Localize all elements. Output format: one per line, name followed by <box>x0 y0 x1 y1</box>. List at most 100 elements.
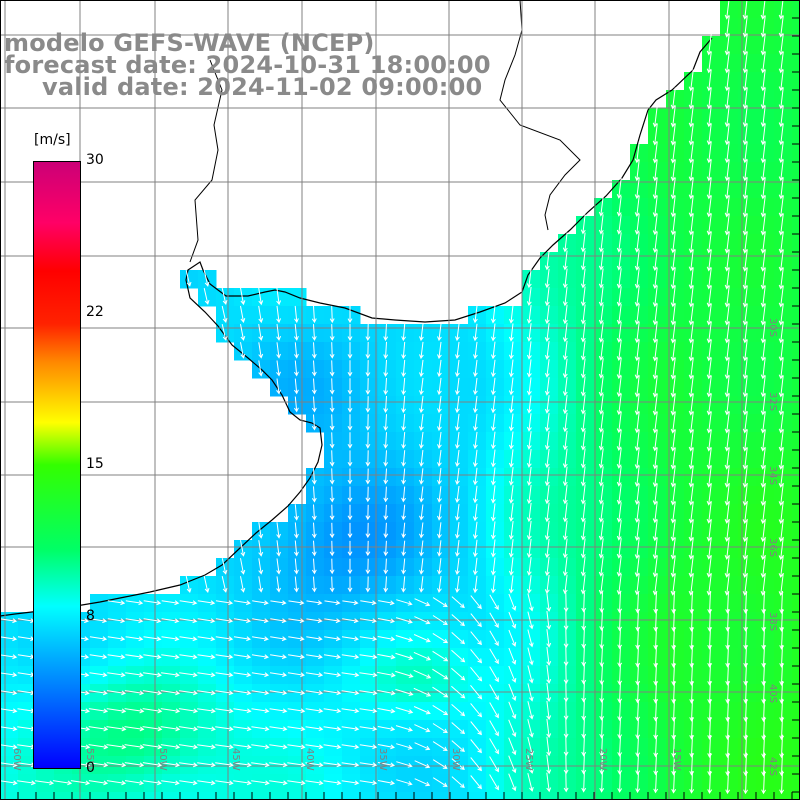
wind-arrow <box>724 465 730 488</box>
wind-arrow <box>455 467 460 486</box>
wind-arrow <box>106 690 126 696</box>
wind-arrow <box>616 429 622 451</box>
wind-arrow <box>580 412 586 433</box>
wind-arrow <box>688 375 694 398</box>
wind-arrow <box>437 540 442 557</box>
wind-speed-cell <box>558 432 577 451</box>
wind-arrow <box>125 618 144 624</box>
wind-speed-cell <box>702 36 721 55</box>
wind-arrow <box>581 772 587 793</box>
wind-speed-cell <box>342 738 361 757</box>
wind-speed-cell <box>396 648 415 667</box>
wind-speed-cell <box>774 396 793 415</box>
wind-speed-cell <box>18 666 37 685</box>
wind-arrow <box>652 375 658 398</box>
wind-speed-cell <box>666 342 685 361</box>
wind-arrow <box>293 324 299 341</box>
wind-arrow <box>251 690 270 696</box>
wind-speed-cell <box>612 504 631 523</box>
wind-speed-cell <box>630 774 649 793</box>
wind-arrow <box>635 753 641 776</box>
wind-speed-cell <box>414 396 433 415</box>
wind-arrow <box>778 123 784 146</box>
wind-speed-cell <box>378 468 397 487</box>
wind-arrow <box>544 413 550 432</box>
wind-speed-cell <box>792 108 800 127</box>
wind-arrow <box>778 411 784 434</box>
wind-speed-cell <box>594 306 613 325</box>
wind-arrow <box>276 540 281 557</box>
wind-speed-cell <box>612 414 631 433</box>
wind-arrow <box>778 231 784 254</box>
wind-speed-cell <box>522 288 541 307</box>
wind-arrow <box>598 268 604 289</box>
wind-speed-cell <box>774 306 793 325</box>
wind-speed-cell <box>612 576 631 595</box>
wind-speed-cell <box>198 612 217 631</box>
wind-speed-cell <box>342 360 361 379</box>
wind-speed-cell <box>630 720 649 739</box>
wind-speed-cell <box>270 648 289 667</box>
wind-arrow <box>276 342 281 359</box>
wind-arrow <box>70 780 91 786</box>
wind-speed-cell <box>756 288 775 307</box>
wind-speed-cell <box>540 594 559 613</box>
wind-speed-cell <box>360 450 379 469</box>
wind-arrow <box>670 339 676 362</box>
wind-arrow <box>688 285 694 308</box>
wind-arrow <box>269 726 288 732</box>
wind-arrow <box>760 285 766 308</box>
wind-speed-cell <box>684 90 703 109</box>
wind-arrow <box>360 618 377 624</box>
wind-speed-cell <box>792 252 800 271</box>
wind-arrow <box>671 644 677 669</box>
wind-speed-cell <box>216 306 235 325</box>
wind-speed-cell <box>216 684 235 703</box>
wind-arrow <box>689 753 695 776</box>
wind-speed-cell <box>792 738 800 757</box>
wind-speed-cell <box>396 576 415 595</box>
wind-speed-cell <box>594 576 613 595</box>
wind-speed-cell <box>792 18 800 37</box>
wind-arrow <box>544 359 550 378</box>
wind-arrow <box>760 357 766 380</box>
wind-speed-cell <box>450 414 469 433</box>
wind-speed-cell <box>468 360 487 379</box>
wind-arrow <box>508 305 514 324</box>
wind-speed-cell <box>486 396 505 415</box>
wind-arrow <box>652 519 658 542</box>
wind-arrow <box>311 540 317 557</box>
wind-arrow <box>323 672 342 678</box>
wind-arrow <box>634 555 640 578</box>
wind-arrow <box>562 466 568 487</box>
wind-speed-cell <box>378 774 397 793</box>
wind-speed-cell <box>666 378 685 397</box>
wind-speed-cell <box>504 792 523 800</box>
latitude-label: 42S <box>767 757 778 776</box>
wind-arrow <box>489 612 499 629</box>
wind-speed-cell <box>378 666 397 685</box>
wind-speed-cell <box>396 396 415 415</box>
wind-speed-cell <box>630 216 649 235</box>
wind-speed-cell <box>576 360 595 379</box>
wind-speed-cell <box>540 324 559 343</box>
wind-arrow <box>470 649 483 664</box>
wind-arrow <box>688 249 694 272</box>
wind-speed-cell <box>594 396 613 415</box>
wind-speed-cell <box>612 774 631 793</box>
wind-speed-cell <box>612 198 631 217</box>
wind-speed-cell <box>684 234 703 253</box>
wind-arrow <box>179 690 198 696</box>
wind-speed-cell <box>792 522 800 541</box>
wind-arrow <box>179 654 198 660</box>
wind-arrow <box>88 708 109 714</box>
wind-arrow <box>329 486 335 503</box>
wind-arrow <box>526 359 532 378</box>
wind-arrow <box>107 672 126 678</box>
wind-speed-cell <box>216 774 235 793</box>
wind-arrow <box>760 554 766 578</box>
wind-speed-cell <box>756 522 775 541</box>
wind-speed-cell <box>504 576 523 595</box>
